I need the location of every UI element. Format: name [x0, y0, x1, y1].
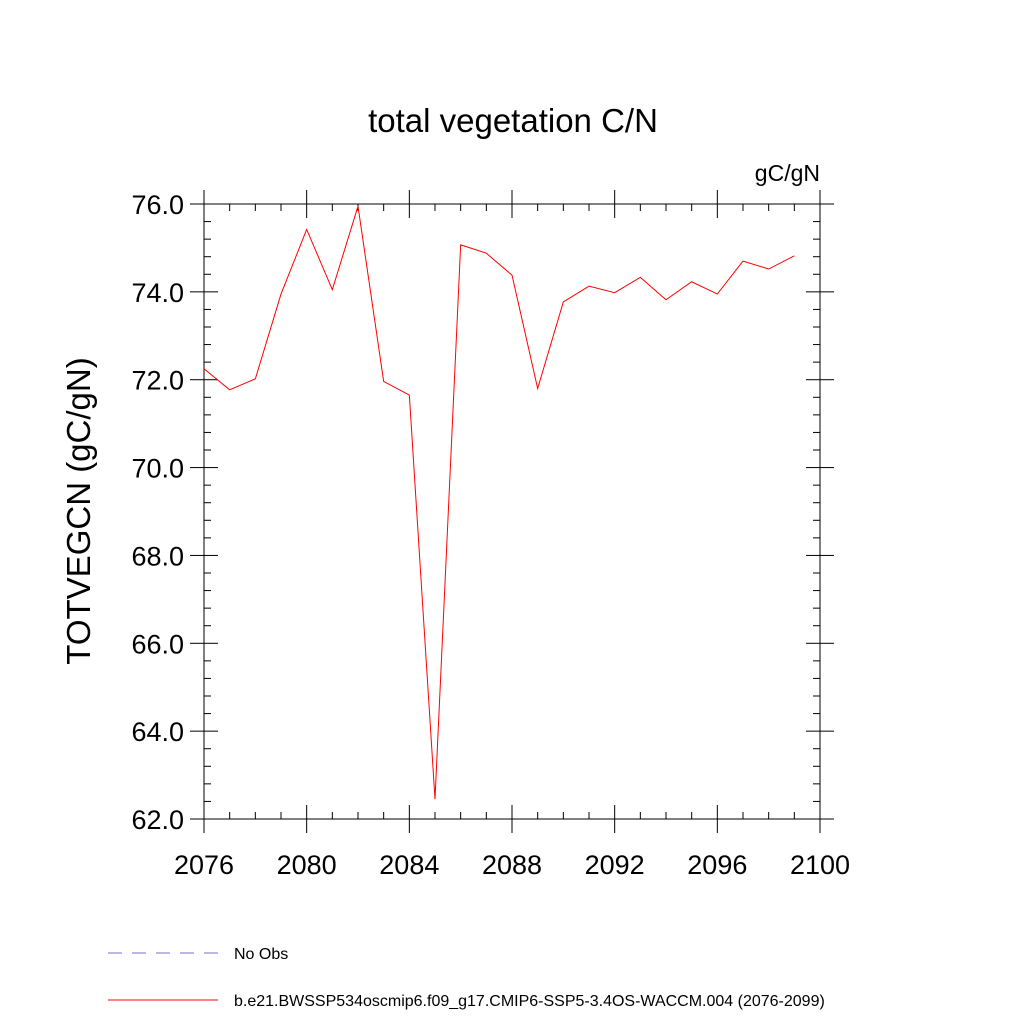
x-tick-label: 2100: [790, 850, 850, 880]
y-tick-label: 68.0: [131, 541, 184, 571]
chart-title: total vegetation C/N: [368, 102, 658, 139]
y-tick-label: 76.0: [131, 190, 184, 220]
y-tick-label: 64.0: [131, 717, 184, 747]
plot-frame: [203, 203, 821, 820]
y-tick-label: 74.0: [131, 278, 184, 308]
y-tick-label: 72.0: [131, 366, 184, 396]
x-tick-labels: 2076 2080 2084 2088 2092 2096 2100: [174, 850, 850, 880]
y-tick-label: 62.0: [131, 805, 184, 835]
y-tick-labels: 62.0 64.0 66.0 68.0 70.0 72.0 74.0 76.0: [131, 190, 184, 835]
x-tick-label: 2076: [174, 850, 234, 880]
y-tick-label: 66.0: [131, 629, 184, 659]
y-tick-label: 70.0: [131, 454, 184, 484]
x-tick-label: 2096: [687, 850, 747, 880]
legend-label-no-obs: No Obs: [234, 946, 288, 963]
x-tick-label: 2080: [277, 850, 337, 880]
legend-label-model-run: b.e21.BWSSP534oscmip6.f09_g17.CMIP6-SSP5…: [234, 993, 825, 1010]
series-line-0: [203, 206, 795, 800]
units-label: gC/gN: [755, 160, 820, 186]
x-tick-label: 2088: [482, 850, 542, 880]
axis-ticks: [190, 190, 834, 833]
series-layer: [203, 206, 795, 800]
legend: No Obs b.e21.BWSSP534oscmip6.f09_g17.CMI…: [108, 946, 825, 1010]
x-tick-label: 2084: [379, 850, 439, 880]
y-axis-label: TOTVEGCN (gC/gN): [60, 357, 97, 664]
x-tick-label: 2092: [585, 850, 645, 880]
